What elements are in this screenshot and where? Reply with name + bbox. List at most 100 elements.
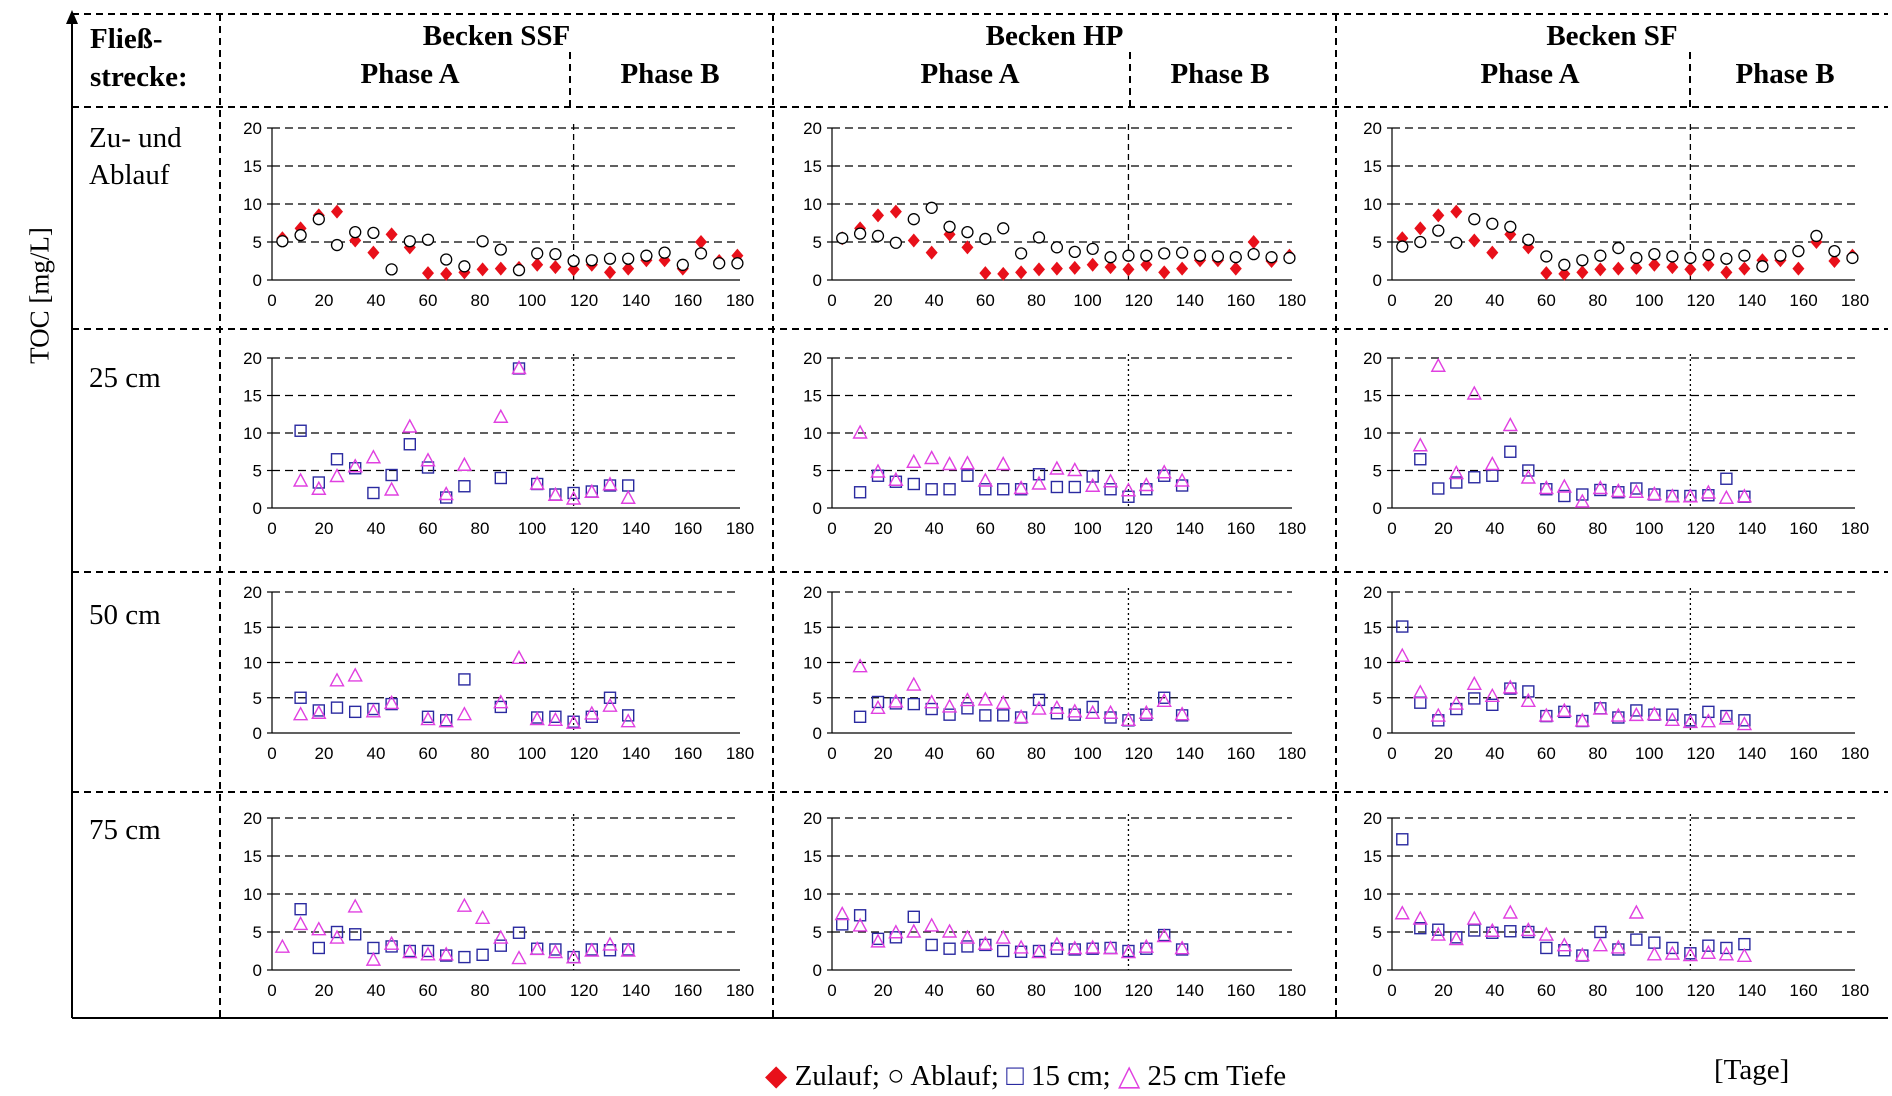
depth-25cm-point <box>1718 946 1735 961</box>
x-tick-label: 140 <box>1176 744 1204 763</box>
depth-25cm-point <box>1394 905 1410 920</box>
depth-15cm-point <box>385 940 398 953</box>
zulauf-marker-icon: ◆ <box>765 1060 788 1092</box>
depth-25cm-point <box>565 714 582 729</box>
ablauf-point <box>1612 241 1625 255</box>
ablauf-point <box>1738 249 1751 262</box>
ablauf-point <box>1648 248 1661 261</box>
x-tick-label: 20 <box>315 744 334 763</box>
x-tick-label: 140 <box>622 981 650 1000</box>
x-tick-label: 160 <box>674 519 702 538</box>
zulauf-point <box>1792 261 1805 276</box>
depth-15cm-point <box>1086 470 1099 483</box>
chart-panel-7: 0 5 10 15 20 0 20 40 60 80 100 120 140 160 180 <box>803 583 1306 763</box>
x-tick-label: 80 <box>471 981 490 1000</box>
zulauf-point <box>1247 235 1260 249</box>
x-tick-label: 180 <box>726 744 754 763</box>
depth-25cm-point <box>311 921 327 936</box>
depth-15cm-point <box>458 480 471 493</box>
depth-25cm-point <box>329 672 345 687</box>
zulauf-point <box>1450 204 1463 219</box>
x-tick-label: 80 <box>1027 744 1046 763</box>
x-tick-label: 160 <box>674 744 702 763</box>
zulauf-point <box>1684 262 1697 277</box>
depth-25cm-point <box>1430 926 1446 941</box>
depth-15cm-point <box>622 479 635 492</box>
depth-25cm-point <box>1520 922 1537 937</box>
x-tick-label: 20 <box>315 981 334 1000</box>
x-tick-label: 40 <box>925 744 944 763</box>
y-tick-label: 15 <box>1363 157 1382 176</box>
basin-hp-phase-b: Phase B <box>1170 58 1270 90</box>
depth-15cm-point <box>1666 708 1679 721</box>
x-tick-label: 60 <box>976 744 995 763</box>
depth-15cm-point <box>1432 482 1445 495</box>
depth-15cm-point <box>603 479 617 492</box>
ablauf-point <box>889 236 903 249</box>
ablauf-point <box>1104 251 1117 264</box>
y-tick-label: 20 <box>803 119 822 138</box>
depth-15cm-point <box>440 714 453 727</box>
depth-25cm-point <box>1520 469 1537 484</box>
ablauf-point <box>385 263 398 276</box>
ablauf-point <box>1396 240 1409 253</box>
depth-15cm-point <box>421 461 435 474</box>
depth-25cm-point <box>977 472 994 487</box>
x-tick-label: 80 <box>471 519 490 538</box>
x-tick-label: 80 <box>1588 744 1607 763</box>
depth-15cm-point <box>889 697 903 710</box>
ablauf-point <box>925 201 938 214</box>
depth-25cm-point <box>906 923 922 938</box>
depth-15cm-point <box>1122 490 1135 503</box>
zulauf-point <box>889 204 902 219</box>
depth-15cm-point <box>1468 471 1481 484</box>
depth-15cm-point <box>458 950 471 964</box>
ablauf-point <box>1050 241 1064 254</box>
x-tick-label: 140 <box>1738 291 1766 310</box>
ablauf-point <box>1032 231 1046 244</box>
x-tick-label: 20 <box>874 291 893 310</box>
depth-15cm-point <box>1540 483 1553 496</box>
ablauf-point <box>1122 249 1135 262</box>
depth-25cm-point <box>438 946 454 961</box>
y-tick-label: 10 <box>243 195 262 214</box>
depth-25cm-point <box>1013 709 1029 724</box>
depth-25cm-point <box>1484 456 1500 471</box>
x-tick-label: 60 <box>1537 519 1556 538</box>
depth-15cm-point <box>1504 682 1517 695</box>
depth-25cm-point <box>1610 707 1627 722</box>
depth-15cm-point <box>458 673 471 686</box>
ablauf-point <box>531 247 544 260</box>
depth-25cm-point <box>834 906 850 921</box>
ablauf-point <box>658 246 671 259</box>
zulauf-point <box>1828 254 1841 268</box>
zulauf-point <box>1050 261 1063 276</box>
depth-25cm-point <box>620 713 636 728</box>
basin-ssf-phase-a: Phase A <box>360 58 460 90</box>
ablauf-point <box>694 247 708 260</box>
zulauf-point <box>907 233 920 248</box>
y-tick-label: 10 <box>1363 424 1382 443</box>
x-tick-label: 100 <box>518 519 546 538</box>
x-tick-label: 120 <box>570 291 598 310</box>
depth-15cm-point <box>1486 469 1499 482</box>
depth-15cm-point <box>403 438 416 451</box>
chart-panel-1: 0 5 10 15 20 0 20 40 60 80 100 120 140 160 180 <box>803 119 1306 310</box>
y-tick-label: 5 <box>1373 462 1382 481</box>
depth-15cm-point <box>1396 833 1409 846</box>
x-tick-label: 160 <box>1789 744 1817 763</box>
depth-25cm-point <box>1574 712 1591 727</box>
depth-25cm-point <box>1628 904 1645 919</box>
x-tick-label: 140 <box>622 519 650 538</box>
ablauf-point <box>1193 249 1207 262</box>
depth-15cm-point <box>1540 941 1553 955</box>
zulauf-point <box>1468 233 1481 248</box>
depth-25cm-point <box>365 951 382 966</box>
depth-25cm-point <box>383 481 400 496</box>
depth-15cm-point <box>997 709 1010 722</box>
basin-sf-phase-b: Phase B <box>1735 58 1835 90</box>
depth-25cm-point <box>292 706 309 721</box>
depth-25cm-point <box>547 944 564 959</box>
depth-25cm-point <box>1736 488 1753 503</box>
depth-25cm-point <box>1412 910 1428 925</box>
